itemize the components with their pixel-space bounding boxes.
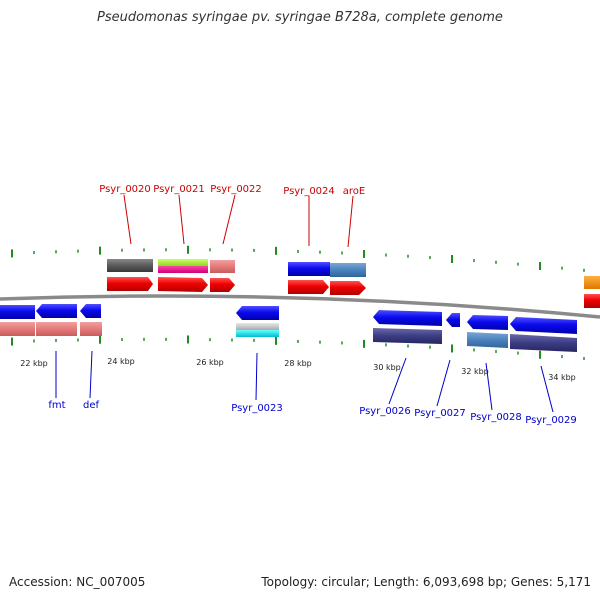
map-title: Pseudomonas syringae pv. syringae B728a,… (97, 10, 503, 25)
cds-arrow-psyr0028[interactable] (467, 315, 508, 330)
gene-label-psyr0021[interactable]: Psyr_0021 (153, 184, 205, 195)
cog-bar-right (584, 276, 600, 289)
cog-bar-psyr0023-b (236, 330, 279, 337)
gene-label-psyr0026[interactable]: Psyr_0026 (359, 406, 411, 417)
gene-label-psyr0022[interactable]: Psyr_0022 (210, 184, 262, 195)
top-leader-lines (123, 194, 354, 248)
gene-label-def[interactable]: def (83, 400, 100, 411)
accession-text: Accession: NC_007005 (9, 575, 146, 589)
gene-label-aroe[interactable]: aroE (343, 186, 365, 197)
scale-label: 24 kbp (107, 357, 135, 366)
topology-summary: Topology: circular; Length: 6,093,698 bp… (261, 575, 591, 589)
cog-bar-def (80, 322, 102, 336)
scale-label: 34 kbp (548, 373, 576, 382)
bottom-leader-lines (55, 350, 554, 413)
gene-label-psyr0023[interactable]: Psyr_0023 (231, 403, 283, 414)
cog-bar-psyr0021-a (158, 259, 208, 266)
cog-bar-fmt-left (0, 322, 35, 336)
cds-arrow-psyr0020[interactable] (107, 277, 153, 291)
tick-marks (11, 245, 585, 361)
gene-label-psyr0028[interactable]: Psyr_0028 (470, 412, 522, 423)
genome-backbone (0, 294, 600, 319)
cog-bar-fmt (36, 322, 77, 336)
cds-arrow-fmt-left[interactable] (0, 305, 35, 319)
cog-bar-psyr0022 (210, 260, 235, 273)
cds-arrow-psyr0022[interactable] (210, 278, 235, 292)
cog-bar-psyr0028 (467, 332, 508, 348)
scale-label: 28 kbp (284, 359, 312, 368)
scale-label: 26 kbp (196, 358, 224, 367)
cds-arrow-psyr0023[interactable] (236, 306, 279, 320)
cds-arrow-fmt[interactable] (36, 304, 77, 318)
cds-arrow-right[interactable] (584, 294, 600, 308)
gene-label-psyr0020[interactable]: Psyr_0020 (99, 184, 151, 195)
cds-arrow-psyr0029[interactable] (510, 317, 577, 334)
cog-bar-psyr0023-a (236, 323, 279, 330)
gene-label-psyr0027[interactable]: Psyr_0027 (414, 408, 466, 419)
cds-arrow-psyr0026[interactable] (373, 310, 442, 326)
cog-bar-aroe (330, 263, 366, 277)
scale-label: 30 kbp (373, 363, 401, 372)
scale-label: 22 kbp (20, 359, 48, 368)
cds-arrow-psyr0021[interactable] (158, 277, 208, 292)
cog-bar-psyr0024 (288, 262, 330, 276)
gene-label-fmt[interactable]: fmt (48, 400, 65, 411)
cds-arrow-psyr0024[interactable] (288, 280, 329, 294)
cds-arrow-def[interactable] (80, 304, 101, 318)
gene-label-psyr0029[interactable]: Psyr_0029 (525, 415, 577, 426)
scale-label: 32 kbp (461, 367, 489, 376)
cog-bar-psyr0020 (107, 259, 153, 272)
gene-label-psyr0024[interactable]: Psyr_0024 (283, 186, 335, 197)
cog-bar-psyr0021-b (158, 266, 208, 273)
cog-bar-psyr0026 (373, 328, 442, 344)
cog-bar-psyr0029 (510, 334, 577, 352)
cds-arrow-psyr0027[interactable] (446, 313, 460, 327)
cds-arrow-aroe[interactable] (330, 281, 366, 295)
